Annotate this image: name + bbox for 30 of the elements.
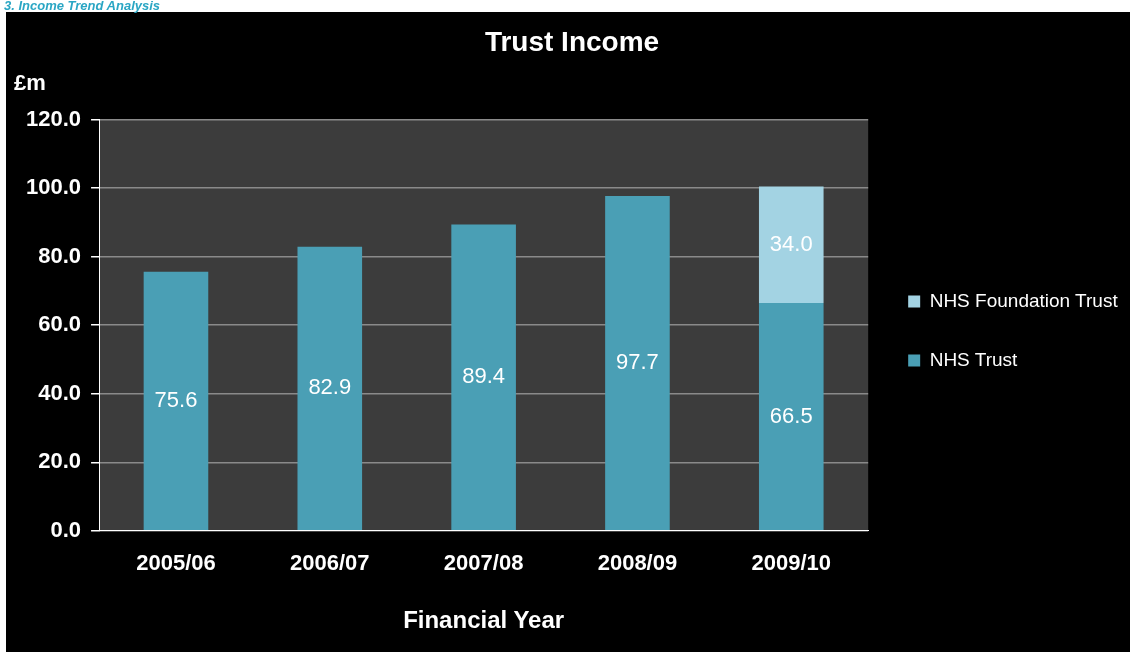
y-tick-label: 60.0: [38, 311, 82, 337]
bar: [758, 186, 824, 303]
chart-title: Trust Income: [484, 25, 660, 57]
y-tick-label: 100.0: [25, 174, 82, 200]
x-tick-label: 2006/07: [290, 550, 370, 576]
legend-label: NHS Foundation Trust: [929, 289, 1119, 311]
data-label: 34.0: [769, 230, 813, 256]
y-tick-label: 0.0: [50, 516, 82, 542]
x-tick-label: 2007/08: [443, 550, 524, 576]
bar: [297, 246, 363, 531]
text: 3. Income Trend Analysis: [3, 0, 162, 13]
y-axis-title: £m: [14, 69, 46, 95]
x-tick-label: 2009/10: [751, 550, 832, 576]
x-tick-label: 2008/09: [597, 550, 678, 576]
y-tick-label: 80.0: [38, 242, 82, 268]
data-label: 75.6: [154, 386, 198, 412]
x-axis-title: Financial Year: [403, 606, 565, 634]
bar: [143, 271, 209, 531]
data-label: 82.9: [308, 374, 352, 400]
y-tick-label: 40.0: [38, 379, 82, 405]
legend-label: NHS Trust: [929, 348, 1019, 370]
bar: [605, 196, 670, 531]
y-tick-label: 20.0: [38, 448, 82, 474]
bar: [451, 224, 516, 531]
data-label: 66.5: [769, 402, 813, 428]
data-label: 89.4: [462, 363, 506, 389]
data-label: 97.7: [616, 349, 659, 375]
x-tick-label: 2005/06: [136, 550, 216, 576]
bar: [758, 302, 824, 531]
y-tick-label: 120.0: [25, 105, 82, 131]
